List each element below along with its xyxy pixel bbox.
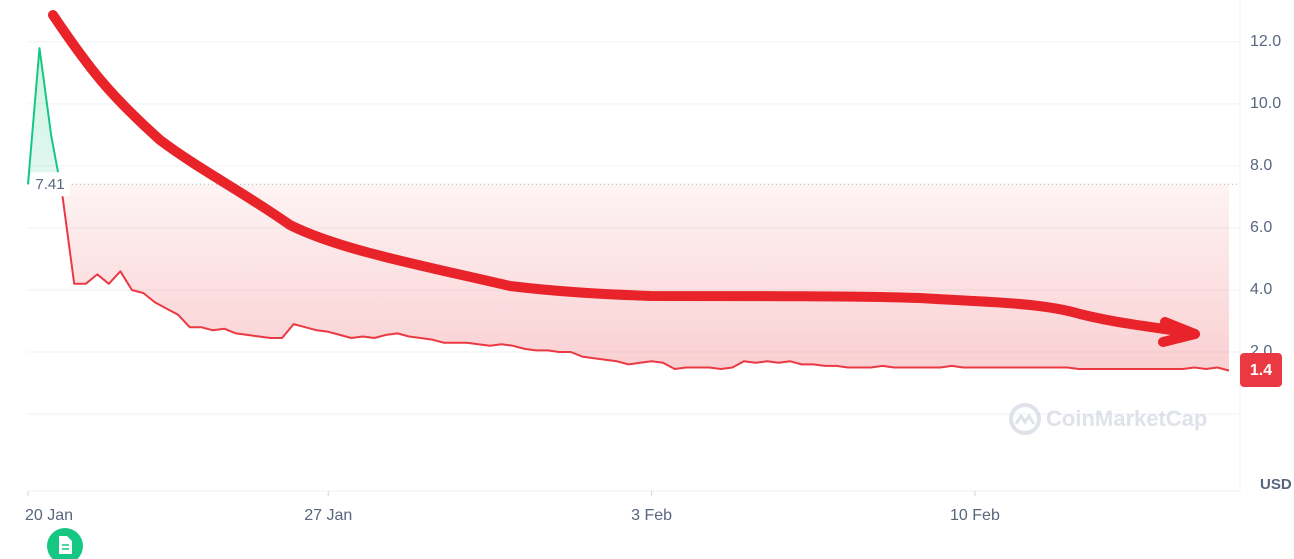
y-tick-label: 4.0 bbox=[1250, 281, 1272, 298]
x-tick-label: 27 Jan bbox=[304, 507, 352, 524]
currency-label: USD bbox=[1260, 476, 1292, 493]
plot-layer: 7.41 bbox=[27, 47, 1240, 372]
x-tick-label: 20 Jan bbox=[25, 507, 73, 524]
price-area bbox=[28, 48, 1229, 371]
watermark-text: CoinMarketCap bbox=[1046, 406, 1207, 431]
y-tick-label: 10.0 bbox=[1250, 95, 1281, 112]
annotation-arrow bbox=[48, 10, 1200, 347]
current-price: 1.4 bbox=[1250, 362, 1272, 379]
y-tick-label: 12.0 bbox=[1250, 33, 1281, 50]
watermark: CoinMarketCap bbox=[1009, 403, 1207, 435]
current-price-tag: 1.4 bbox=[1240, 353, 1282, 387]
baseline-label: 7.41 bbox=[35, 176, 64, 193]
baseline-label-box bbox=[30, 172, 70, 197]
x-tick-label: 10 Feb bbox=[950, 507, 1000, 524]
x-tick-label: 3 Feb bbox=[631, 507, 672, 524]
y-tick-label: 8.0 bbox=[1250, 157, 1272, 174]
price-tag-box bbox=[1240, 353, 1282, 387]
news-icon[interactable] bbox=[47, 528, 83, 559]
price-line bbox=[27, 47, 1230, 372]
y-tick-label: 6.0 bbox=[1250, 219, 1272, 236]
